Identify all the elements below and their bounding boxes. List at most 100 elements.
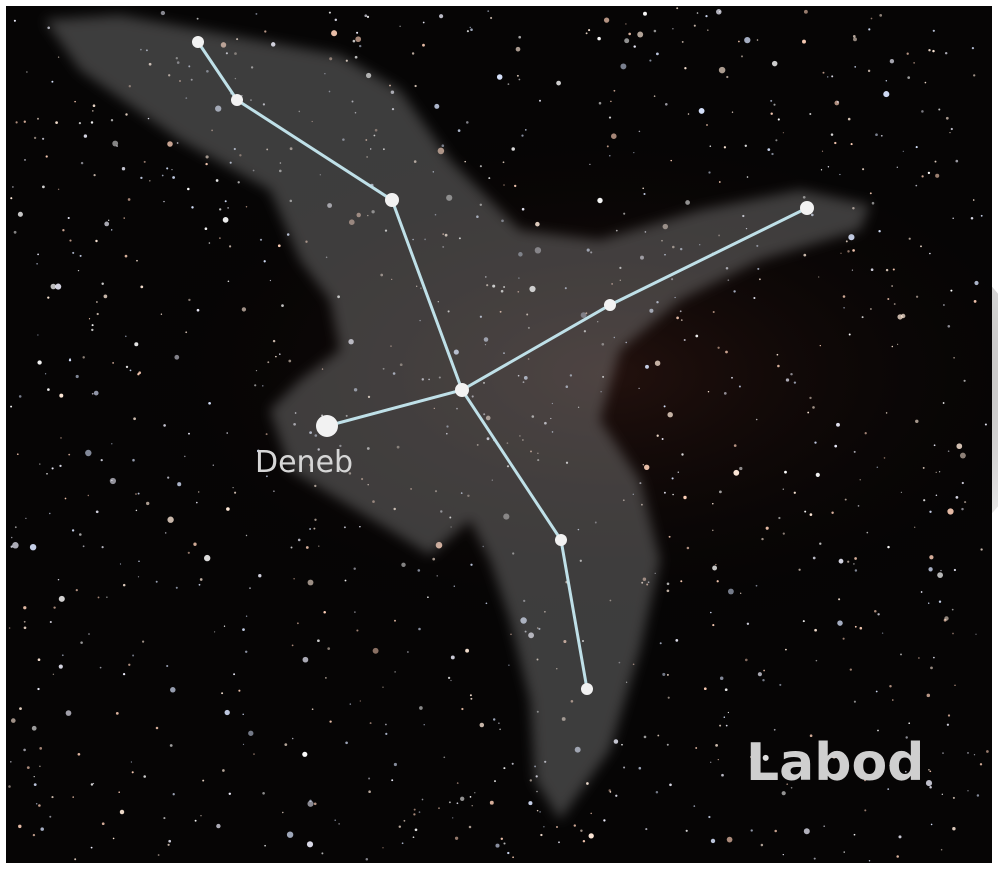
star	[976, 794, 980, 797]
star	[719, 490, 722, 494]
star	[771, 152, 774, 156]
star	[680, 319, 683, 321]
star	[214, 631, 216, 633]
star	[536, 809, 539, 812]
star	[514, 184, 517, 188]
star	[727, 279, 730, 281]
star	[695, 747, 698, 749]
star	[334, 18, 338, 22]
star	[852, 35, 856, 38]
star	[127, 198, 131, 201]
star	[88, 318, 91, 320]
star	[940, 569, 942, 572]
star	[498, 722, 500, 725]
star	[942, 304, 945, 306]
star	[507, 83, 510, 85]
star	[461, 707, 464, 711]
star	[470, 28, 473, 31]
star	[877, 613, 880, 616]
star	[46, 473, 48, 475]
star	[168, 839, 172, 843]
star	[609, 791, 612, 793]
star	[49, 512, 51, 515]
star	[521, 134, 524, 137]
star	[656, 434, 659, 437]
star	[672, 493, 674, 496]
star	[952, 632, 954, 635]
star	[215, 179, 219, 182]
star	[401, 562, 406, 568]
star	[293, 578, 295, 580]
star	[757, 672, 762, 677]
star	[588, 833, 594, 839]
star	[52, 673, 55, 675]
star	[836, 422, 840, 427]
star	[843, 306, 845, 309]
star	[13, 19, 16, 22]
star	[933, 444, 936, 447]
star	[901, 313, 906, 319]
star	[359, 700, 361, 702]
star	[920, 245, 922, 248]
star	[906, 52, 909, 55]
star	[91, 328, 94, 332]
star	[953, 568, 957, 572]
star	[184, 455, 186, 458]
star	[725, 724, 728, 727]
star	[147, 117, 150, 120]
star	[556, 80, 561, 86]
star	[842, 637, 845, 640]
star	[412, 836, 415, 839]
star	[140, 176, 143, 180]
star	[946, 723, 950, 726]
star	[13, 230, 17, 234]
star	[793, 381, 797, 384]
star	[854, 66, 857, 68]
star	[915, 146, 918, 149]
star	[819, 344, 821, 347]
star	[536, 790, 538, 793]
star	[121, 167, 126, 171]
star	[932, 49, 935, 53]
star	[69, 239, 72, 242]
star	[606, 145, 609, 148]
star	[91, 324, 94, 327]
star	[809, 734, 813, 738]
star	[328, 11, 331, 14]
star	[938, 600, 942, 603]
star	[85, 449, 92, 457]
star	[598, 101, 602, 105]
star	[938, 471, 941, 473]
star	[103, 294, 108, 299]
star	[263, 260, 266, 263]
star	[975, 633, 977, 635]
star	[803, 253, 807, 257]
star	[185, 331, 188, 334]
star-label: Deneb	[255, 445, 353, 480]
star	[733, 444, 737, 447]
star	[731, 111, 734, 113]
star	[524, 129, 527, 131]
star	[244, 650, 248, 654]
star	[427, 596, 429, 599]
star	[823, 825, 826, 828]
star	[839, 173, 841, 176]
star	[891, 345, 894, 348]
star	[434, 103, 440, 109]
star	[580, 829, 583, 832]
star	[945, 116, 949, 120]
star	[880, 134, 883, 137]
star	[119, 563, 122, 565]
star	[685, 200, 690, 205]
star	[921, 110, 924, 113]
star	[924, 81, 927, 84]
star	[814, 441, 817, 444]
star	[359, 44, 362, 48]
star	[771, 60, 778, 67]
star	[16, 453, 19, 456]
star	[727, 711, 730, 714]
star	[927, 171, 931, 175]
star	[33, 783, 37, 786]
star	[172, 176, 175, 179]
star	[97, 596, 100, 599]
